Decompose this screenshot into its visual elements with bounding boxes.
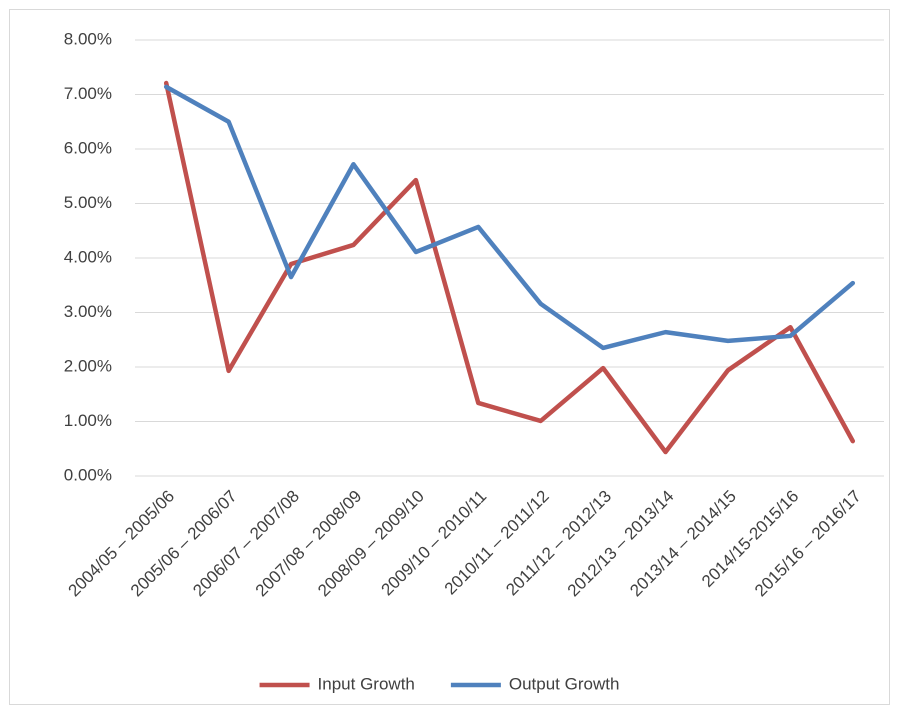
chart-border [9, 9, 890, 705]
legend-label: Output Growth [509, 674, 620, 693]
y-tick-label: 8.00% [64, 29, 112, 48]
legend-label: Input Growth [318, 674, 415, 693]
y-tick-label: 5.00% [64, 193, 112, 212]
y-tick-label: 7.00% [64, 84, 112, 103]
line-series [163, 80, 856, 455]
y-tick-label: 4.00% [64, 247, 112, 266]
y-tick-label: 6.00% [64, 138, 112, 157]
y-tick-label: 2.00% [64, 356, 112, 375]
line-series [163, 84, 856, 351]
y-tick-label: 0.00% [64, 465, 112, 484]
y-tick-label: 3.00% [64, 302, 112, 321]
y-tick-label: 1.00% [64, 411, 112, 430]
